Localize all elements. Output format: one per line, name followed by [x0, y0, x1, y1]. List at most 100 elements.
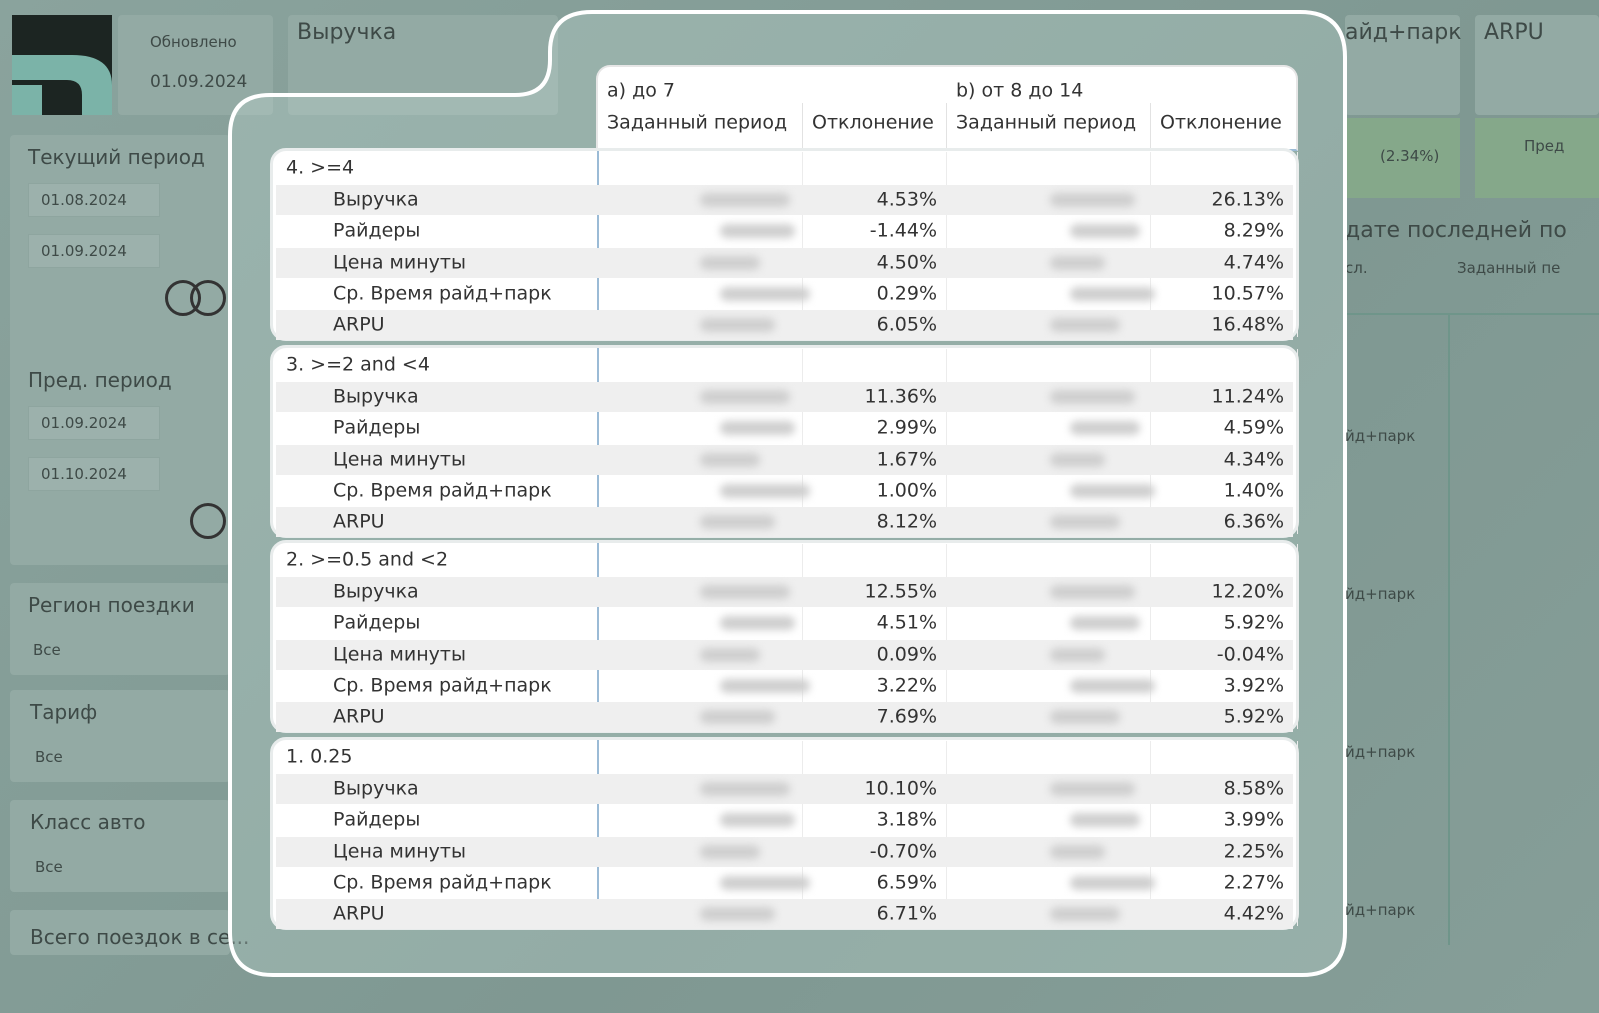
column-group: b) от 8 до 14 — [956, 79, 1084, 102]
column-divider — [1150, 152, 1151, 337]
row-stripe — [276, 507, 1293, 538]
metric: Ср. Время райд+парк — [333, 479, 552, 502]
column-divider — [802, 741, 803, 926]
blurred-value — [700, 585, 790, 599]
column-divider — [1297, 544, 1298, 729]
blurred-value — [1070, 286, 1155, 301]
blurred-value — [1050, 585, 1135, 599]
column-divider — [1297, 349, 1298, 534]
deviation: 2.27% — [1223, 871, 1284, 894]
metric: Райдеры — [333, 416, 421, 439]
metric: Выручка — [333, 580, 419, 603]
slider-handle[interactable] — [190, 503, 226, 539]
blurred-value — [1050, 515, 1120, 530]
blurred-value — [700, 390, 790, 404]
deviation: 7.69% — [876, 705, 937, 728]
blurred-value — [720, 813, 795, 828]
blurred-value — [1070, 678, 1155, 693]
column-divider — [802, 544, 803, 729]
filter-card — [10, 690, 230, 782]
deviation: 10.10% — [864, 777, 937, 800]
deviation: 26.13% — [1211, 188, 1284, 211]
filter-value[interactable]: Все — [35, 748, 63, 766]
section-title: дате последней по — [1345, 218, 1567, 243]
filter-value[interactable]: Все — [35, 858, 63, 876]
row-stripe — [276, 836, 1293, 867]
col-header: Заданный пе — [1457, 259, 1561, 277]
row-label: йд+парк — [1345, 901, 1416, 919]
deviation: 6.05% — [876, 313, 937, 336]
deviation: 12.20% — [1211, 580, 1284, 603]
column-divider — [1150, 349, 1151, 534]
blurred-value — [1050, 647, 1105, 662]
blurred-value — [720, 678, 810, 693]
deviation: 3.22% — [876, 674, 937, 697]
column-divider — [946, 544, 947, 729]
metric: Ср. Время райд+парк — [333, 282, 552, 305]
column-divider — [802, 152, 803, 337]
metric: Ср. Время райд+парк — [333, 674, 552, 697]
metric: Райдеры — [333, 219, 421, 242]
deviation: 8.58% — [1223, 777, 1284, 800]
column-divider — [946, 349, 947, 534]
column-divider — [1150, 544, 1151, 729]
row-stripe — [276, 702, 1293, 733]
date-input[interactable] — [28, 234, 160, 268]
filter-value[interactable]: Все — [33, 641, 61, 659]
date-value: 01.08.2024 — [41, 191, 127, 209]
filter-label: Текущий период — [28, 145, 205, 169]
logo-mark — [12, 55, 112, 115]
deviation: 1.00% — [876, 479, 937, 502]
row-stripe — [276, 444, 1293, 475]
total-trips: Всего поездок в се... — [30, 925, 250, 949]
date-input[interactable] — [28, 406, 160, 440]
deviation: 11.24% — [1211, 385, 1284, 408]
deviation: 3.18% — [876, 808, 937, 831]
metric: Райдеры — [333, 611, 421, 634]
row-stripe — [276, 639, 1293, 670]
logo — [12, 15, 112, 115]
deviation: 4.34% — [1223, 448, 1284, 471]
blurred-value — [720, 421, 795, 436]
column-divider — [946, 741, 947, 926]
blurred-value — [1050, 782, 1135, 796]
blurred-value — [1070, 483, 1155, 498]
deviation: 12.55% — [864, 580, 937, 603]
deviation: 6.59% — [876, 871, 937, 894]
kpi-title: ARPU — [1484, 20, 1544, 45]
blurred-value — [1050, 452, 1105, 467]
blurred-value — [700, 193, 790, 207]
blurred-value — [700, 452, 760, 467]
deviation: 5.92% — [1223, 611, 1284, 634]
deviation: 11.36% — [864, 385, 937, 408]
row-label: йд+парк — [1345, 585, 1416, 603]
divider — [1448, 315, 1450, 945]
deviation: 3.92% — [1223, 674, 1284, 697]
kpi-fill — [1475, 118, 1599, 198]
kpi-change: (2.34%) — [1380, 147, 1440, 165]
blurred-value — [700, 782, 790, 796]
blurred-value — [700, 907, 775, 922]
blurred-value — [1050, 255, 1105, 270]
blurred-value — [1050, 390, 1135, 404]
updated-label: Обновлено — [150, 33, 237, 51]
date-input[interactable] — [28, 183, 160, 217]
metric: Райдеры — [333, 808, 421, 831]
date-value: 01.10.2024 — [41, 465, 127, 483]
deviation: -1.44% — [869, 219, 937, 242]
frozen-divider — [597, 740, 599, 925]
column-divider — [1297, 741, 1298, 926]
date-input[interactable] — [28, 457, 160, 491]
row-label: йд+парк — [1345, 427, 1416, 445]
deviation: 4.50% — [876, 251, 937, 274]
revenue-card — [288, 15, 558, 115]
column-divider — [1297, 152, 1298, 337]
blurred-value — [720, 224, 795, 239]
blurred-value — [700, 515, 775, 530]
divider — [1345, 313, 1599, 315]
slider-handle[interactable] — [190, 280, 226, 316]
deviation: 10.57% — [1211, 282, 1284, 305]
deviation: 4.74% — [1223, 251, 1284, 274]
filter-card — [10, 583, 230, 675]
